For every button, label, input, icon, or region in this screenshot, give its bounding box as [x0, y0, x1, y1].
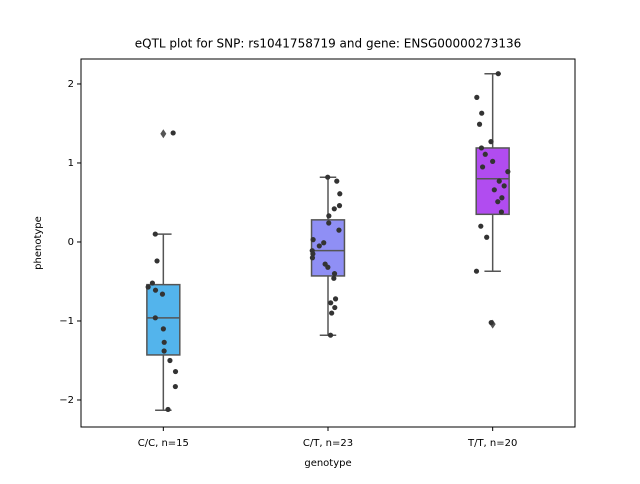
point [325, 174, 331, 180]
point [152, 315, 158, 321]
point [329, 310, 335, 316]
point [145, 284, 151, 290]
chart-title: eQTL plot for SNP: rs1041758719 and gene… [135, 37, 522, 51]
point [172, 383, 178, 390]
point [167, 357, 173, 364]
point [501, 183, 507, 189]
point [474, 94, 480, 100]
point [473, 268, 480, 274]
point [326, 213, 332, 219]
point [482, 151, 488, 157]
y-tick-label: 1 [68, 158, 74, 169]
point [332, 296, 339, 302]
point [310, 237, 316, 243]
point [336, 203, 343, 209]
point [495, 71, 501, 77]
point [336, 227, 342, 233]
point [152, 231, 158, 237]
box [475, 147, 510, 216]
point [331, 206, 337, 212]
point [170, 130, 176, 136]
y-tick-label: 2 [68, 79, 74, 90]
point [499, 195, 505, 201]
point [478, 145, 485, 151]
point [331, 275, 337, 281]
point [331, 270, 338, 277]
point [149, 280, 156, 286]
point [328, 300, 334, 306]
point [316, 243, 322, 249]
y-tick-label: −2 [59, 395, 74, 406]
point [479, 164, 486, 170]
point [310, 251, 316, 257]
point [496, 178, 502, 184]
point [505, 169, 511, 175]
y-tick-label: 0 [68, 237, 74, 248]
point [159, 291, 166, 297]
point [161, 348, 167, 354]
x-tick-label: T/T, n=20 [467, 438, 517, 449]
point [491, 187, 497, 193]
point [478, 223, 484, 229]
point [321, 240, 327, 246]
point [327, 332, 334, 338]
point [154, 258, 160, 264]
x-axis-label: genotype [304, 458, 351, 469]
point [488, 319, 494, 326]
point [165, 406, 171, 413]
x-tick-label: C/T, n=23 [303, 438, 353, 449]
y-tick-label: −1 [59, 316, 74, 327]
point [326, 220, 332, 226]
point [479, 110, 485, 116]
point [495, 199, 501, 205]
point [152, 287, 159, 293]
point [332, 304, 338, 311]
point [488, 139, 494, 145]
x-tick-label: C/C, n=15 [138, 438, 189, 449]
point [309, 255, 316, 261]
point [498, 209, 505, 215]
box [310, 219, 346, 277]
point [490, 158, 496, 164]
point [172, 368, 179, 375]
point [161, 339, 167, 345]
point [160, 326, 166, 332]
point [334, 178, 340, 184]
point [337, 191, 343, 197]
point [484, 234, 490, 240]
flier [160, 129, 167, 139]
point [476, 121, 483, 127]
y-axis-label: phenotype [33, 216, 44, 270]
plot-frame [80, 58, 576, 428]
point [325, 264, 331, 270]
